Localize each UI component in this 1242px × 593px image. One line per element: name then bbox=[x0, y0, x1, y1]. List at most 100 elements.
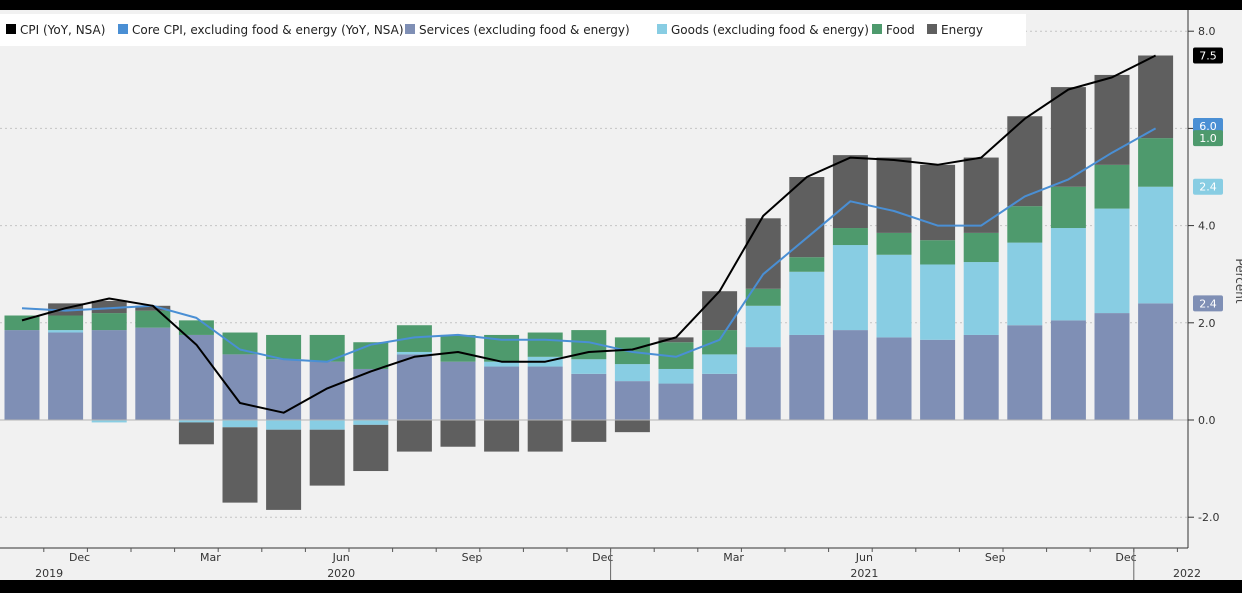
bar-segment bbox=[484, 420, 520, 452]
legend-item[interactable]: Core CPI, excluding food & energy (YoY, … bbox=[118, 23, 404, 37]
legend-item[interactable]: Services (excluding food & energy) bbox=[405, 23, 630, 37]
bar-segment bbox=[1138, 55, 1174, 139]
legend-label: Energy bbox=[941, 23, 983, 37]
value-tag-box bbox=[1193, 295, 1223, 312]
bar-segment bbox=[745, 218, 781, 289]
bar-segment bbox=[1050, 228, 1086, 321]
bars bbox=[4, 55, 1174, 510]
legend-label: Food bbox=[886, 23, 915, 37]
bar-segment bbox=[91, 420, 127, 423]
value-tag-box bbox=[1193, 117, 1223, 134]
bar-segment bbox=[745, 347, 781, 420]
bar-segment bbox=[222, 332, 258, 355]
bar-segment bbox=[702, 291, 738, 331]
y-tick-label: 2.0 bbox=[1198, 317, 1216, 330]
series-lines bbox=[21, 54, 1157, 414]
bar-segment bbox=[484, 366, 520, 420]
y-tick-label: 8.0 bbox=[1198, 25, 1216, 38]
value-tag-label: 2.4 bbox=[1199, 297, 1217, 310]
value-tag: 2.4 bbox=[1193, 295, 1223, 312]
bar-segment bbox=[4, 315, 40, 331]
bar-segment bbox=[440, 420, 476, 447]
bar-segment bbox=[614, 420, 650, 433]
bar-segment bbox=[1094, 74, 1130, 165]
bar-segment bbox=[571, 373, 607, 420]
bar-segment bbox=[614, 381, 650, 420]
bar-segment bbox=[4, 330, 40, 420]
legend-item[interactable]: Food bbox=[872, 23, 915, 37]
bar-segment bbox=[658, 383, 694, 420]
bar-segment bbox=[353, 424, 389, 472]
bar-segment bbox=[920, 339, 956, 420]
bar-segment bbox=[1094, 313, 1130, 420]
bar-segment bbox=[832, 228, 868, 246]
bar-segment bbox=[353, 368, 389, 420]
bar-segment bbox=[1138, 138, 1174, 187]
legend-background bbox=[0, 14, 1026, 46]
bar-segment bbox=[832, 245, 868, 331]
bar-segment bbox=[135, 327, 171, 420]
bar-segment bbox=[920, 264, 956, 340]
x-month-label: Dec bbox=[592, 551, 613, 564]
x-month-label: Mar bbox=[200, 551, 221, 564]
x-month-label: Dec bbox=[1115, 551, 1136, 564]
right-value-tags: 7.5 6.01.0 2.4 2.4 bbox=[1193, 47, 1223, 312]
bar-segment bbox=[91, 300, 127, 314]
legend-item[interactable]: CPI (YoY, NSA) bbox=[6, 23, 105, 37]
value-tag-box bbox=[1193, 47, 1223, 64]
bar-segment bbox=[353, 420, 389, 425]
bar-segment bbox=[91, 313, 127, 331]
x-month-label: Jun bbox=[855, 551, 873, 564]
bar-segment bbox=[91, 330, 127, 420]
bar-segment bbox=[48, 330, 84, 333]
value-tag-label: 2.4 bbox=[1199, 181, 1217, 194]
bar-segment bbox=[266, 334, 302, 360]
bar-segment bbox=[702, 330, 738, 355]
bar-segment bbox=[178, 334, 214, 420]
y-tick-label: -2.0 bbox=[1198, 511, 1219, 524]
bar-segment bbox=[963, 232, 999, 263]
legend-swatch bbox=[872, 24, 882, 34]
x-month-label: Mar bbox=[723, 551, 744, 564]
bar-segment bbox=[832, 155, 868, 229]
bar-segment bbox=[396, 420, 432, 452]
bar-segment bbox=[745, 305, 781, 348]
bar-segment bbox=[266, 429, 302, 510]
bar-segment bbox=[571, 359, 607, 374]
bar-segment bbox=[963, 334, 999, 420]
bar-segment bbox=[527, 332, 563, 357]
bar-segment bbox=[614, 364, 650, 382]
value-tag-box bbox=[1193, 130, 1223, 147]
bar-segment bbox=[527, 420, 563, 452]
legend-swatch bbox=[118, 24, 128, 34]
bar-segment bbox=[1007, 206, 1043, 243]
bar-segment bbox=[832, 330, 868, 420]
bar-segment bbox=[789, 271, 825, 335]
bar-segment bbox=[702, 354, 738, 374]
legend-item[interactable]: Energy bbox=[927, 23, 983, 37]
bar-segment bbox=[527, 366, 563, 420]
bar-segment bbox=[222, 427, 258, 503]
bar-segment bbox=[135, 305, 171, 311]
x-year-label: 2021 bbox=[850, 567, 878, 580]
bar-segment bbox=[876, 254, 912, 338]
y-tick-label: 0.0 bbox=[1198, 414, 1216, 427]
legend-label: CPI (YoY, NSA) bbox=[20, 23, 105, 37]
legend-item[interactable]: Goods (excluding food & energy) bbox=[657, 23, 869, 37]
bar-segment bbox=[1050, 87, 1086, 187]
bar-segment bbox=[309, 429, 345, 486]
legend-label: Services (excluding food & energy) bbox=[419, 23, 630, 37]
y-tick-label: 4.0 bbox=[1198, 220, 1216, 233]
bar-segment bbox=[440, 361, 476, 420]
bar-segment bbox=[963, 157, 999, 233]
legend[interactable]: CPI (YoY, NSA) Core CPI, excluding food &… bbox=[0, 14, 1026, 46]
bar-segment bbox=[1138, 186, 1174, 304]
bar-segment bbox=[1094, 208, 1130, 314]
legend-label: Core CPI, excluding food & energy (YoY, … bbox=[132, 23, 404, 37]
bar-segment bbox=[48, 315, 84, 331]
bar-segment bbox=[353, 342, 389, 369]
bar-segment bbox=[309, 361, 345, 420]
value-tag: 6.0 bbox=[1193, 117, 1223, 134]
bar-segment bbox=[876, 232, 912, 255]
x-month-label: Jun bbox=[332, 551, 350, 564]
